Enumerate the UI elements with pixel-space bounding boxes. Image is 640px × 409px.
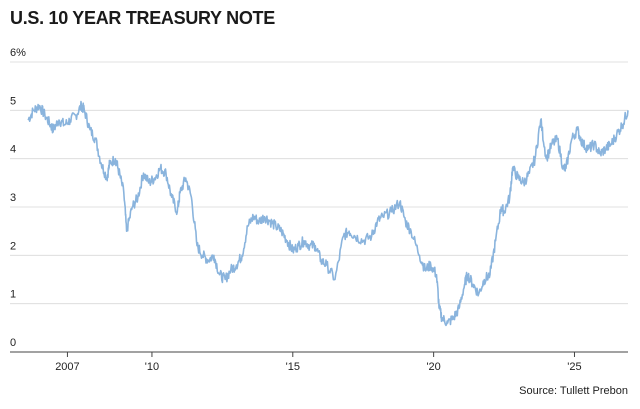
x-tick-label: '25 — [567, 361, 581, 373]
y-tick-label: 2 — [10, 240, 16, 252]
x-axis-ticks: 2007 '10 '15 '20 '25 — [55, 352, 582, 373]
y-tick-label: 1 — [10, 289, 16, 301]
series-line — [27, 100, 629, 327]
y-tick-label: 6% — [10, 47, 26, 59]
y-tick-label: 0 — [10, 337, 16, 349]
x-tick-label: '20 — [426, 361, 440, 373]
x-tick-label: '15 — [286, 361, 300, 373]
x-tick-label: 2007 — [55, 361, 79, 373]
y-tick-label: 5 — [10, 95, 16, 107]
y-axis-ticks: 6% 5 4 3 2 1 0 — [10, 47, 26, 349]
source-note: Source: Tullett Prebon — [519, 385, 628, 397]
gridlines — [10, 61, 628, 353]
x-tick-label: '10 — [145, 361, 159, 373]
y-tick-label: 4 — [10, 144, 16, 156]
y-tick-label: 3 — [10, 192, 16, 204]
chart-title: U.S. 10 YEAR TREASURY NOTE — [10, 8, 275, 28]
